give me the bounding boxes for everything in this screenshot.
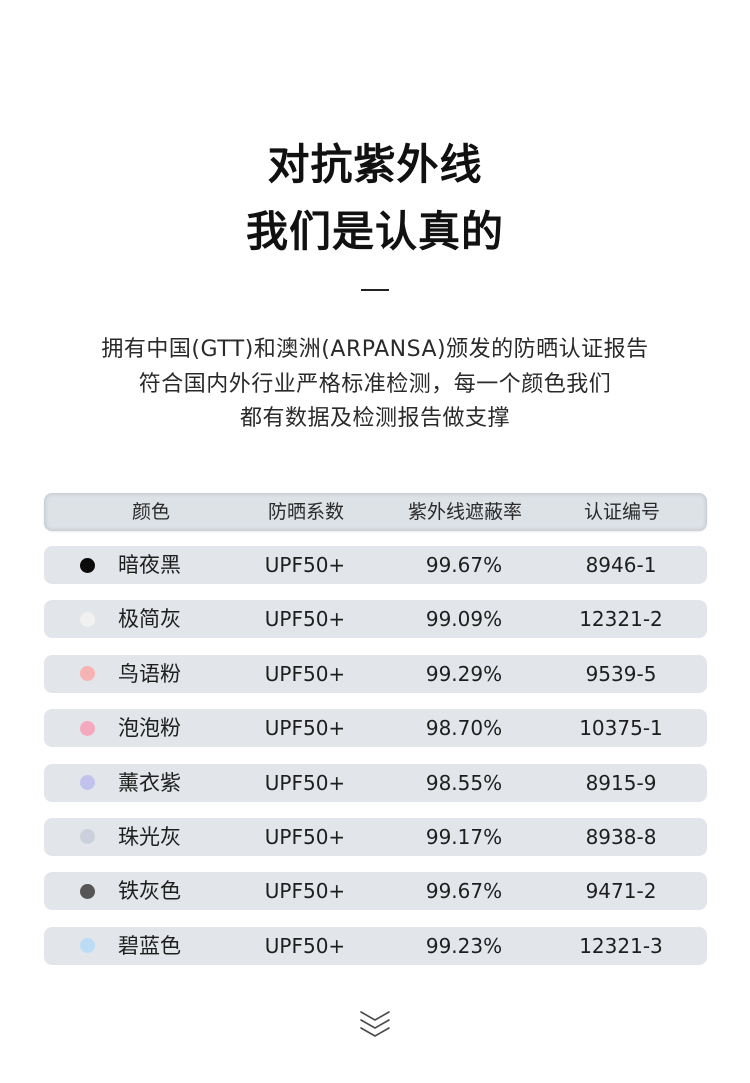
table-row: 珠光灰 UPF50+ 99.17% 8938-8 <box>44 817 707 856</box>
cert-no-value: 12321-2 <box>579 607 663 632</box>
color-name: 极简灰 <box>118 607 181 632</box>
uv-block-rate-value: 99.29% <box>425 661 503 686</box>
uv-block-rate-value: 99.17% <box>425 824 503 849</box>
color-name-cell: 暗夜黑 <box>44 546 225 584</box>
uv-block-rate-value: 98.55% <box>425 770 503 795</box>
header-color: 颜色 <box>131 501 170 523</box>
color-name: 珠光灰 <box>118 824 181 849</box>
color-swatch <box>80 938 95 954</box>
color-name-cell: 鸟语粉 <box>44 655 225 693</box>
table-row: 暗夜黑 UPF50+ 99.67% 8946-1 <box>44 546 707 584</box>
triple-chevron-down-icon <box>360 1011 390 1037</box>
description-line: 都有数据及检测报告做支撑 <box>239 406 510 431</box>
table-row: 碧蓝色 UPF50+ 99.23% 12321-3 <box>44 926 707 965</box>
table-row: 铁灰色 UPF50+ 99.67% 9471-2 <box>44 872 707 911</box>
color-name: 薰衣紫 <box>118 770 181 795</box>
upf-value: UPF50+ <box>264 716 346 741</box>
color-name-cell: 极简灰 <box>44 600 225 638</box>
color-name-cell: 铁灰色 <box>44 872 225 910</box>
color-name: 暗夜黑 <box>118 553 181 577</box>
table-row: 极简灰 UPF50+ 99.09% 12321-2 <box>44 600 707 639</box>
title-divider <box>361 289 389 291</box>
upf-value: UPF50+ <box>264 879 346 904</box>
table-body: 暗夜黑 UPF50+ 99.67% 8946-1 极简灰 UPF50+ 99.0… <box>44 546 707 965</box>
cert-no-value: 8915-9 <box>585 770 657 795</box>
color-name-cell: 薰衣紫 <box>44 764 225 802</box>
uv-block-rate-value: 99.67% <box>425 553 503 577</box>
page-title-line-1: 对抗紫外线 <box>267 140 483 189</box>
cert-no-value: 9539-5 <box>585 661 657 686</box>
color-name-cell: 珠光灰 <box>44 818 225 856</box>
cert-no-value: 9471-2 <box>585 879 657 904</box>
color-name: 泡泡粉 <box>118 716 181 741</box>
cert-no-value: 8946-1 <box>585 553 657 577</box>
color-name: 鸟语粉 <box>118 661 181 686</box>
page-title-line-2: 我们是认真的 <box>245 207 504 256</box>
cert-no-value: 8938-8 <box>585 824 657 849</box>
upf-value: UPF50+ <box>264 770 346 795</box>
table-row: 泡泡粉 UPF50+ 98.70% 10375-1 <box>44 709 707 748</box>
uv-block-rate-value: 98.70% <box>425 716 503 741</box>
description-line: 符合国内外行业严格标准检测，每一个颜色我们 <box>138 371 612 397</box>
color-name-cell: 碧蓝色 <box>44 927 225 965</box>
upf-value: UPF50+ <box>264 553 346 577</box>
upf-value: UPF50+ <box>264 661 346 686</box>
table-header: 颜色 防晒系数 紫外线遮蔽率 认证编号 <box>44 493 707 531</box>
table-row: 鸟语粉 UPF50+ 99.29% 9539-5 <box>44 654 707 693</box>
cert-no-value: 12321-3 <box>579 933 663 958</box>
upf-value: UPF50+ <box>264 824 346 849</box>
upf-value: UPF50+ <box>264 607 346 632</box>
color-swatch <box>80 720 95 736</box>
cert-no-value: 10375-1 <box>579 716 663 741</box>
color-name: 铁灰色 <box>118 879 181 904</box>
uv-block-rate-value: 99.67% <box>425 879 503 904</box>
header-uv-block-rate: 紫外线遮蔽率 <box>407 501 522 523</box>
color-swatch <box>80 666 95 682</box>
header-cert-no: 认证编号 <box>583 501 660 523</box>
uv-block-rate-value: 99.09% <box>425 607 503 632</box>
color-swatch <box>80 557 95 573</box>
color-swatch <box>80 883 95 899</box>
uv-block-rate-value: 99.23% <box>425 933 503 958</box>
table-row: 薰衣紫 UPF50+ 98.55% 8915-9 <box>44 763 707 802</box>
color-swatch <box>80 829 95 845</box>
upf-value: UPF50+ <box>264 933 346 958</box>
description: 拥有中国(GTT)和澳洲(ARPANSA)颁发的防晒认证报告 符合国内外行业严格… <box>0 333 750 437</box>
color-name: 碧蓝色 <box>118 933 181 958</box>
header-upf: 防晒系数 <box>267 501 344 523</box>
description-line: 拥有中国(GTT)和澳洲(ARPANSA)颁发的防晒认证报告 <box>101 337 649 362</box>
color-swatch <box>80 611 95 627</box>
color-swatch <box>80 775 95 791</box>
color-name-cell: 泡泡粉 <box>44 709 225 747</box>
